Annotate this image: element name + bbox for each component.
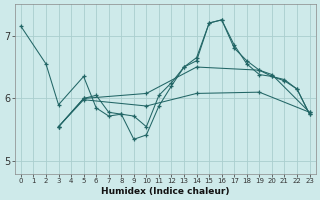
X-axis label: Humidex (Indice chaleur): Humidex (Indice chaleur): [101, 187, 229, 196]
